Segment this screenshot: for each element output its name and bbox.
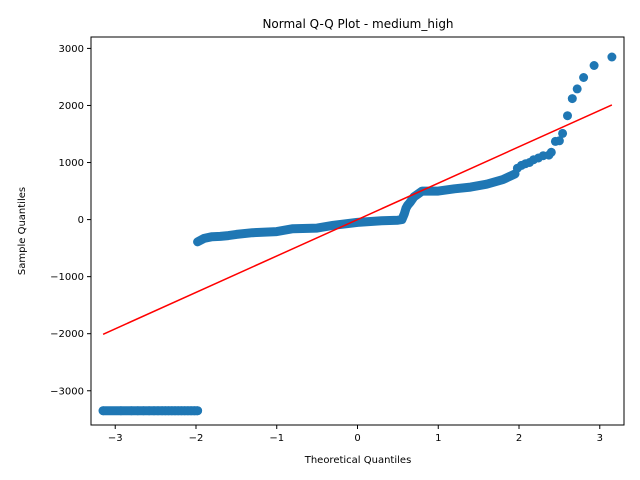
y-axis-ticks: −3000 −2000 −1000 0 1000 2000 3000	[50, 44, 91, 397]
data-point	[98, 406, 108, 416]
x-tick-label: 0	[354, 433, 360, 444]
data-point	[546, 147, 556, 157]
y-tick-label: 0	[78, 215, 84, 226]
dense-point-band-1	[193, 169, 520, 247]
x-tick-label: −3	[108, 433, 123, 444]
x-tick-label: 1	[435, 433, 441, 444]
data-point	[607, 52, 617, 62]
plot-frame	[90, 36, 625, 426]
y-tick-label: −1000	[50, 272, 84, 283]
data-point	[193, 406, 203, 416]
sample-points	[98, 52, 617, 416]
data-point	[579, 73, 589, 82]
x-tick-label: 2	[516, 433, 522, 444]
x-tick-label: 3	[597, 433, 603, 444]
data-point	[567, 94, 577, 104]
x-tick-label: −2	[189, 433, 204, 444]
y-axis-label: Sample Quantiles	[17, 187, 28, 275]
chart-title: Normal Q-Q Plot - medium_high	[262, 17, 453, 31]
y-tick-label: 2000	[59, 101, 84, 112]
data-point	[116, 406, 126, 416]
x-axis-ticks: −3 −2 −1 0 1 2 3	[108, 425, 603, 444]
y-tick-label: −3000	[50, 386, 84, 397]
data-point	[558, 128, 568, 138]
data-point	[126, 406, 136, 416]
x-tick-label: −1	[269, 433, 284, 444]
y-tick-label: 3000	[59, 44, 84, 55]
reference-line	[102, 104, 613, 335]
x-axis-label: Theoretical Quantiles	[304, 455, 412, 466]
data-point	[554, 136, 564, 146]
data-point	[572, 84, 582, 94]
data-point	[563, 111, 572, 121]
dense-point-bands	[98, 169, 520, 416]
y-tick-label: 1000	[59, 158, 84, 169]
data-point	[589, 61, 599, 70]
y-tick-label: −2000	[50, 329, 84, 340]
reference-line-layer	[102, 104, 613, 335]
